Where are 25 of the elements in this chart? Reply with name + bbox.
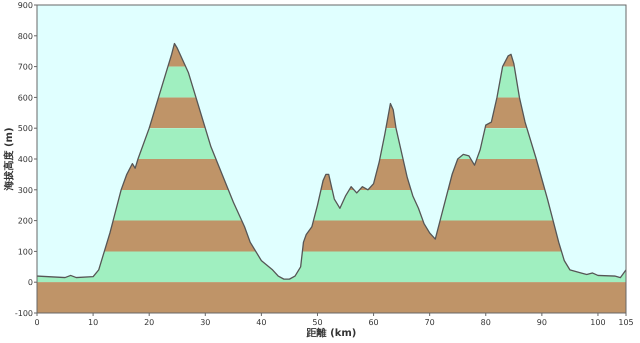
x-tick-label: 105 <box>618 318 634 327</box>
y-axis-title: 海拔高度 (m) <box>3 127 15 192</box>
x-tick-label: 0 <box>34 318 40 327</box>
y-tick-label: 800 <box>18 32 33 41</box>
y-tick-label: 500 <box>18 124 33 134</box>
y-tick-label: 600 <box>18 93 33 102</box>
x-tick-label: 30 <box>200 318 210 327</box>
x-tick-label: 60 <box>368 318 379 327</box>
y-tick-label: 200 <box>18 216 33 226</box>
y-tick-label: 400 <box>18 155 33 164</box>
x-axis-title: 距離 (km) <box>306 327 356 339</box>
y-tick-label: -100 <box>14 309 33 318</box>
y-tick-label: 900 <box>18 1 33 10</box>
x-tick-label: 50 <box>312 318 323 327</box>
y-tick-label: 700 <box>18 62 33 72</box>
x-tick-label: 100 <box>590 318 606 327</box>
x-tick-label: 20 <box>144 318 154 327</box>
x-tick-label: 80 <box>480 318 491 327</box>
x-tick-label: 70 <box>424 318 435 327</box>
x-tick-label: 90 <box>536 318 547 327</box>
y-tick-label: 0 <box>28 278 33 288</box>
y-tick-label: 300 <box>18 186 33 195</box>
y-tick-label: 100 <box>18 247 33 256</box>
x-tick-label: 10 <box>88 318 98 327</box>
x-tick-label: 40 <box>256 318 266 327</box>
